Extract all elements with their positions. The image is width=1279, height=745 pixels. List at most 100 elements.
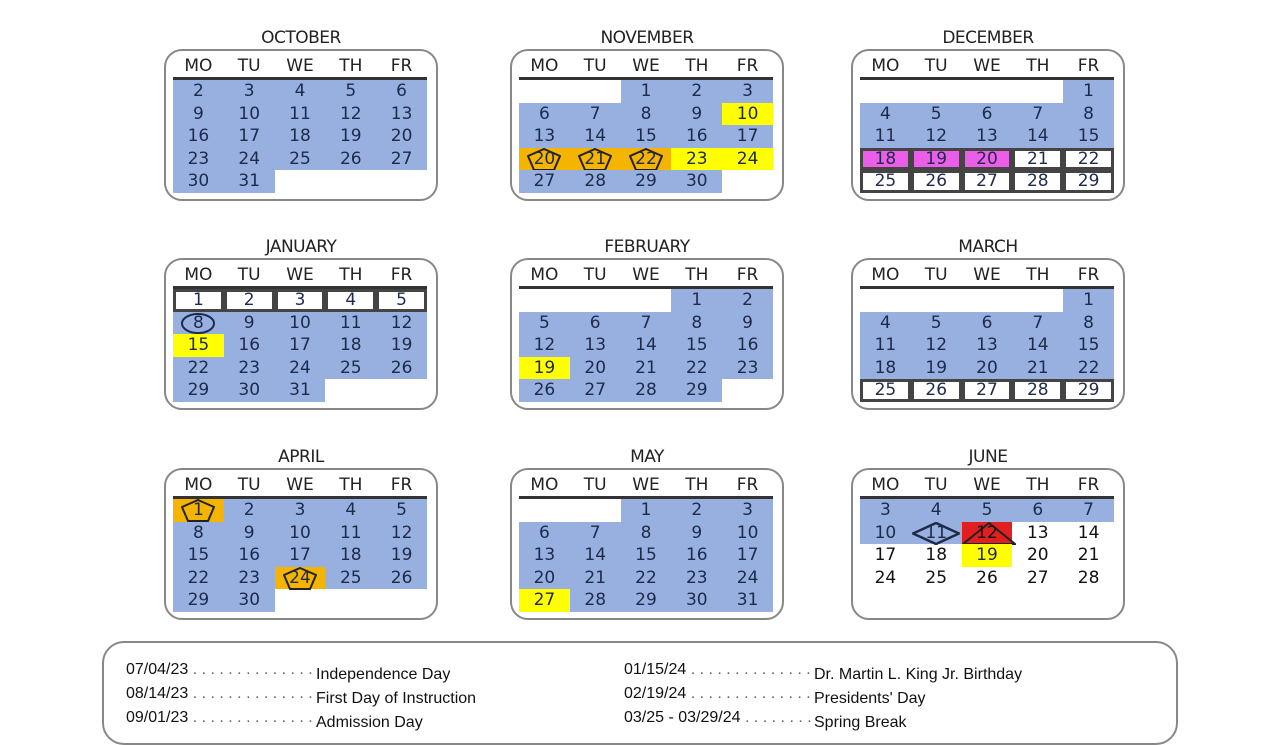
day-number: 13 xyxy=(584,335,607,356)
day-number: 18 xyxy=(339,545,362,566)
weekday-label: TH xyxy=(339,56,363,76)
weekday-label: WE xyxy=(286,475,314,495)
day-number: 25 xyxy=(925,567,948,588)
day-number: 19 xyxy=(390,335,413,356)
day-cell: 6 xyxy=(1012,499,1064,522)
day-number: 4 xyxy=(345,290,357,310)
day-cell: 9 xyxy=(722,311,773,335)
day-number: 18 xyxy=(874,357,897,378)
day-number: 20 xyxy=(533,567,556,588)
day-number: 8 xyxy=(640,522,652,543)
day-cell: 29 xyxy=(620,170,672,193)
day-cell: 3 xyxy=(722,80,773,103)
weekday-label: TU xyxy=(237,265,261,285)
weekday-label: TH xyxy=(685,56,709,76)
day-cell: 2 xyxy=(223,499,275,522)
day-cell: 25 xyxy=(325,356,377,380)
empty-cell xyxy=(1012,80,1063,103)
weekday-header: MO TU WE TH FR xyxy=(860,474,1114,499)
day-cell: 6 xyxy=(519,102,570,126)
legend-label: Dr. Martin L. King Jr. Birthday xyxy=(814,666,1023,683)
week-row: 10 11 12 13 14 xyxy=(860,521,1114,545)
day-number: 1 xyxy=(1083,81,1094,101)
week-row: 13 14 15 16 17 xyxy=(519,544,773,567)
weekday-label: MO xyxy=(184,265,213,285)
month-june: JUNE MO TU WE TH FR 3 4 5 6 7 10 11 12 13 14 17 18 19 20 21 2… xyxy=(851,446,1125,620)
day-cell: 5 xyxy=(910,311,962,335)
day-number: 10 xyxy=(736,103,759,124)
day-number: 30 xyxy=(238,380,261,401)
day-number: 5 xyxy=(538,312,550,333)
day-number: 31 xyxy=(238,171,261,192)
day-number: 3 xyxy=(294,290,306,310)
day-number: 17 xyxy=(289,335,311,356)
day-number: 16 xyxy=(238,545,261,566)
legend-date: 08/14/23 . . . . . . . . . . . . . . . .… xyxy=(126,685,316,702)
day-number: 6 xyxy=(396,81,407,101)
day-cell: 28 xyxy=(620,379,672,402)
weekday-label: MO xyxy=(871,265,900,285)
day-cell: 6 xyxy=(961,311,1013,335)
triangle-icon xyxy=(961,521,1016,545)
empty-cell xyxy=(621,289,672,312)
day-number: 2 xyxy=(192,81,204,101)
day-number: 28 xyxy=(584,590,607,611)
week-row: 4 5 6 7 8 xyxy=(860,311,1114,335)
day-cell: 27 xyxy=(961,170,1013,193)
day-number: 28 xyxy=(1026,171,1049,192)
day-number: 2 xyxy=(691,81,703,101)
day-number: 16 xyxy=(736,335,759,356)
day-cell: 29 xyxy=(671,379,723,402)
day-cell: 2 xyxy=(671,499,723,522)
empty-cell xyxy=(911,80,962,103)
day-number: 18 xyxy=(289,126,311,147)
month-box: MO TU WE TH FR 1 2 5 6 7 8 9 12 13 14 15 16 19 20 21 22 23 26 2… xyxy=(510,258,784,410)
weekday-label: TH xyxy=(1026,56,1050,76)
week-row: 27 28 29 30 xyxy=(519,170,773,193)
day-cell: 21 xyxy=(569,566,621,590)
day-cell: 24 xyxy=(274,566,326,590)
day-number: 7 xyxy=(640,312,652,333)
day-number: 11 xyxy=(339,312,362,333)
day-cell: 8 xyxy=(1063,311,1114,335)
weekday-label: TU xyxy=(924,475,948,495)
day-cell: 8 xyxy=(620,521,672,545)
week-row: 20 21 22 23 24 xyxy=(519,147,773,171)
day-cell: 21 xyxy=(1012,356,1064,380)
day-number: 14 xyxy=(1026,335,1049,356)
day-cell: 20 xyxy=(569,356,621,380)
day-cell: 13 xyxy=(961,125,1013,148)
day-cell: 23 xyxy=(671,566,723,590)
month-title: JUNE xyxy=(968,447,1008,467)
day-number: 11 xyxy=(925,522,948,543)
empty-cell xyxy=(376,170,427,193)
day-cell: 24 xyxy=(860,567,911,590)
legend-entry: 07/04/23 . . . . . . . . . . . . . . . .… xyxy=(126,661,450,684)
weekday-label: FR xyxy=(1077,56,1100,76)
day-number: 27 xyxy=(584,380,607,401)
day-cell: 4 xyxy=(325,289,377,312)
legend-entry: 01/15/24 . . . . . . . . . . . . . . . .… xyxy=(624,661,1022,684)
month-box: MO TU WE TH FR 1 2 3 6 7 8 9 10 13 14 15 16 17 20 21 22 23 24 2… xyxy=(510,49,784,201)
day-number: 22 xyxy=(685,357,708,378)
day-cell: 22 xyxy=(173,356,224,380)
day-number: 9 xyxy=(742,312,753,333)
week-row: 13 14 15 16 17 xyxy=(519,125,773,148)
day-number: 9 xyxy=(243,312,255,333)
week-row: 6 7 8 9 10 xyxy=(519,102,773,126)
day-cell: 28 xyxy=(1063,567,1114,590)
day-cell: 27 xyxy=(961,379,1013,402)
weekday-label: TU xyxy=(583,265,607,285)
day-cell: 16 xyxy=(671,125,723,148)
day-number: 28 xyxy=(635,380,657,401)
day-number: 13 xyxy=(390,103,413,124)
day-cell: 22 xyxy=(1063,147,1114,171)
month-title: JANUARY xyxy=(265,237,337,257)
weekday-header: MO TU WE TH FR xyxy=(173,474,427,499)
day-cell: 9 xyxy=(223,311,275,335)
day-number: 15 xyxy=(187,545,210,566)
day-cell: 29 xyxy=(1063,170,1114,193)
day-cell: 15 xyxy=(620,125,672,148)
month-box: MO TU WE TH FR 1 4 5 6 7 8 11 12 13 14 15 18 19 20 21 22 25 26… xyxy=(851,49,1125,201)
day-number: 25 xyxy=(874,171,897,192)
